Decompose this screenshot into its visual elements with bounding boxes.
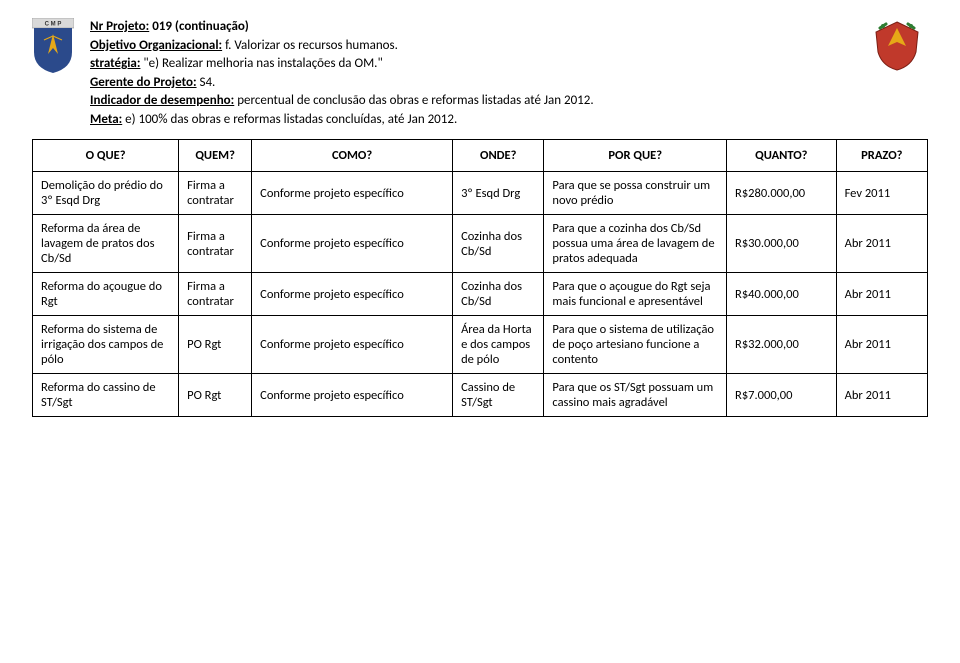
cell-como: Conforme projeto específico <box>252 316 453 374</box>
plan-table: O QUE? QUEM? COMO? ONDE? POR QUE? QUANTO… <box>32 139 928 417</box>
col-oque: O QUE? <box>33 140 179 172</box>
table-row: Reforma do açougue do RgtFirma a contrat… <box>33 273 928 316</box>
meta-value: e) 100% das obras e reformas listadas co… <box>125 112 457 127</box>
cell-porque: Para que se possa construir um novo préd… <box>544 172 727 215</box>
cell-porque: Para que os ST/Sgt possuam um cassino ma… <box>544 374 727 417</box>
indicador-value: percentual de conclusão das obras e refo… <box>237 93 593 108</box>
nr-projeto-value: 019 (continuação) <box>152 19 249 34</box>
table-row: Reforma do cassino de ST/SgtPO RgtConfor… <box>33 374 928 417</box>
indicador-label: Indicador de desempenho: <box>90 93 234 108</box>
cell-quem: Firma a contratar <box>179 273 252 316</box>
cell-quem: PO Rgt <box>179 374 252 417</box>
emblem-right-icon <box>870 18 924 77</box>
page: C M P Nr Projeto: 019 (continuação) Obje… <box>0 0 960 435</box>
header-text: Nr Projeto: 019 (continuação) Objetivo O… <box>90 18 928 129</box>
gerente-value: S4. <box>200 75 216 90</box>
cell-quem: Firma a contratar <box>179 215 252 273</box>
emblem-left-icon: C M P <box>32 18 74 74</box>
cell-porque: Para que o sistema de utilização de poço… <box>544 316 727 374</box>
cell-oque: Demolição do prédio do 3º Esqd Drg <box>33 172 179 215</box>
cell-onde: Cozinha dos Cb/Sd <box>453 273 544 316</box>
cell-prazo: Fev 2011 <box>836 172 927 215</box>
table-header-row: O QUE? QUEM? COMO? ONDE? POR QUE? QUANTO… <box>33 140 928 172</box>
svg-text:C M P: C M P <box>45 22 62 28</box>
cell-quem: Firma a contratar <box>179 172 252 215</box>
table-row: Demolição do prédio do 3º Esqd DrgFirma … <box>33 172 928 215</box>
cell-como: Conforme projeto específico <box>252 215 453 273</box>
objetivo-label: Objetivo Organizacional: <box>90 38 222 53</box>
col-porque: POR QUE? <box>544 140 727 172</box>
cell-onde: Cozinha dos Cb/Sd <box>453 215 544 273</box>
cell-onde: Cassino de ST/Sgt <box>453 374 544 417</box>
cell-quanto: R$30.000,00 <box>727 215 837 273</box>
header-block: C M P Nr Projeto: 019 (continuação) Obje… <box>32 18 928 129</box>
cell-quem: PO Rgt <box>179 316 252 374</box>
cell-como: Conforme projeto específico <box>252 273 453 316</box>
estrategia-label: stratégia: <box>90 56 140 71</box>
cell-quanto: R$280.000,00 <box>727 172 837 215</box>
table-row: Reforma do sistema de irrigação dos camp… <box>33 316 928 374</box>
gerente-label: Gerente do Projeto: <box>90 75 197 90</box>
cell-quanto: R$32.000,00 <box>727 316 837 374</box>
cell-quanto: R$7.000,00 <box>727 374 837 417</box>
col-prazo: PRAZO? <box>836 140 927 172</box>
cell-oque: Reforma do cassino de ST/Sgt <box>33 374 179 417</box>
cell-onde: Área da Horta e dos campos de pólo <box>453 316 544 374</box>
nr-projeto-label: Nr Projeto: <box>90 19 149 34</box>
cell-como: Conforme projeto específico <box>252 172 453 215</box>
cell-prazo: Abr 2011 <box>836 374 927 417</box>
cell-quanto: R$40.000,00 <box>727 273 837 316</box>
col-quem: QUEM? <box>179 140 252 172</box>
cell-prazo: Abr 2011 <box>836 316 927 374</box>
objetivo-value: f. Valorizar os recursos humanos. <box>225 38 398 53</box>
cell-onde: 3º Esqd Drg <box>453 172 544 215</box>
meta-label: Meta: <box>90 112 122 127</box>
col-quanto: QUANTO? <box>727 140 837 172</box>
estrategia-value: "e) Realizar melhoria nas instalações da… <box>143 56 382 71</box>
cell-prazo: Abr 2011 <box>836 273 927 316</box>
cell-porque: Para que o açougue do Rgt seja mais func… <box>544 273 727 316</box>
cell-porque: Para que a cozinha dos Cb/Sd possua uma … <box>544 215 727 273</box>
cell-como: Conforme projeto específico <box>252 374 453 417</box>
cell-prazo: Abr 2011 <box>836 215 927 273</box>
cell-oque: Reforma do sistema de irrigação dos camp… <box>33 316 179 374</box>
table-row: Reforma da área de lavagem de pratos dos… <box>33 215 928 273</box>
cell-oque: Reforma da área de lavagem de pratos dos… <box>33 215 179 273</box>
col-onde: ONDE? <box>453 140 544 172</box>
cell-oque: Reforma do açougue do Rgt <box>33 273 179 316</box>
col-como: COMO? <box>252 140 453 172</box>
